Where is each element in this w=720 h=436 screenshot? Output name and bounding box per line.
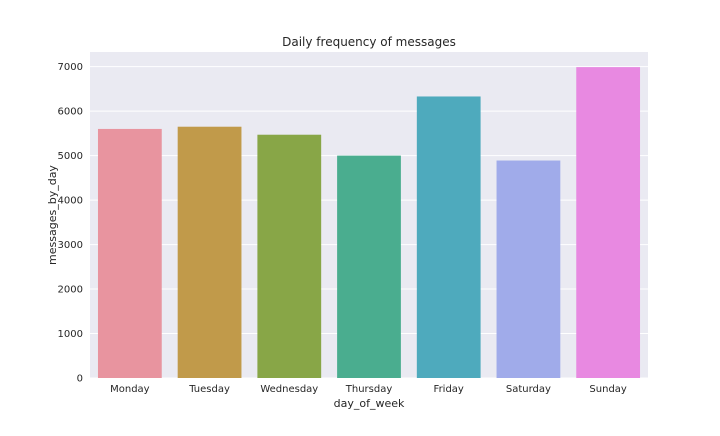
x-tick-labels: Monday Tuesday Wednesday Thursday Friday Satu… [110, 384, 627, 395]
y-tick-label: 3000 [58, 240, 83, 251]
y-tick-label: 6000 [58, 107, 83, 118]
x-tick-label: Monday [110, 384, 150, 395]
bars [97, 67, 641, 379]
x-tick-label: Thursday [345, 384, 393, 395]
x-tick-label: Saturday [506, 384, 551, 395]
y-tick-label: 0 [77, 374, 83, 385]
x-axis-label: day_of_week [334, 397, 405, 410]
x-tick-label: Sunday [589, 384, 626, 395]
y-tick-label: 7000 [58, 62, 83, 73]
bar-friday [416, 96, 481, 378]
x-tick-label: Friday [434, 384, 464, 395]
bar-wednesday [257, 134, 322, 378]
y-tick-label: 2000 [58, 285, 83, 296]
y-tick-label: 4000 [58, 196, 83, 207]
bar-tuesday [177, 126, 242, 379]
bar-monday [97, 128, 162, 378]
bar-thursday [337, 155, 401, 378]
bar-saturday [496, 160, 561, 378]
y-tick-labels: 0 1000 2000 3000 4000 5000 6000 7000 [58, 62, 83, 384]
chart-title: Daily frequency of messages [282, 35, 456, 49]
x-tick-label: Tuesday [188, 384, 230, 395]
bar-sunday [576, 67, 641, 378]
y-tick-label: 5000 [58, 151, 83, 162]
y-tick-label: 1000 [58, 329, 83, 340]
y-axis-label: messages_by_day [46, 165, 59, 265]
x-tick-label: Wednesday [260, 384, 318, 395]
